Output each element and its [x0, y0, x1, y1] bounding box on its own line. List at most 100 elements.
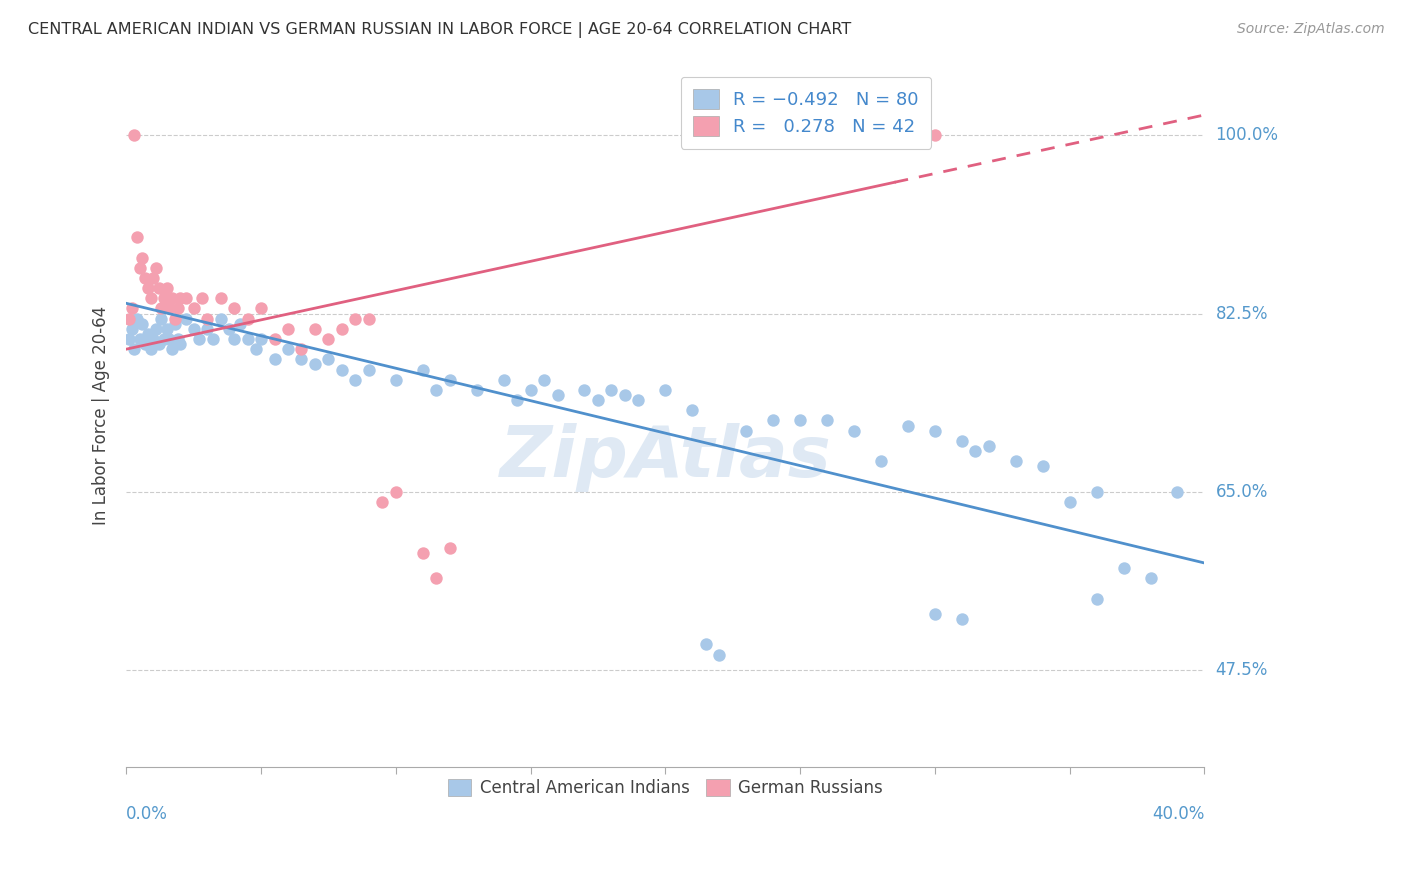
- Text: 65.0%: 65.0%: [1216, 483, 1268, 500]
- Point: [160, 291, 183, 305]
- Text: 0.0%: 0.0%: [127, 805, 169, 823]
- Text: 40.0%: 40.0%: [1152, 805, 1205, 823]
- Point: [533, 373, 555, 387]
- Point: [290, 352, 312, 367]
- Point: [156, 322, 179, 336]
- Point: [371, 495, 394, 509]
- Point: [815, 413, 838, 427]
- Point: [125, 311, 148, 326]
- Point: [128, 260, 150, 275]
- Point: [870, 454, 893, 468]
- Point: [166, 332, 188, 346]
- Point: [574, 383, 596, 397]
- Point: [277, 322, 299, 336]
- Point: [762, 413, 785, 427]
- Point: [159, 332, 181, 346]
- Point: [169, 291, 191, 305]
- Point: [136, 326, 159, 341]
- Point: [131, 317, 153, 331]
- Point: [183, 322, 205, 336]
- Point: [425, 383, 447, 397]
- Point: [134, 337, 156, 351]
- Point: [136, 281, 159, 295]
- Point: [586, 392, 609, 407]
- Y-axis label: In Labor Force | Age 20-64: In Labor Force | Age 20-64: [93, 306, 110, 524]
- Point: [304, 322, 326, 336]
- Point: [1004, 454, 1026, 468]
- Point: [145, 260, 167, 275]
- Point: [318, 352, 340, 367]
- Point: [412, 546, 434, 560]
- Point: [134, 271, 156, 285]
- Point: [344, 373, 367, 387]
- Point: [174, 291, 197, 305]
- Point: [1059, 495, 1081, 509]
- Point: [118, 311, 141, 326]
- Point: [897, 418, 920, 433]
- Point: [290, 342, 312, 356]
- Point: [263, 332, 285, 346]
- Point: [924, 607, 946, 621]
- Point: [492, 373, 515, 387]
- Point: [250, 301, 273, 316]
- Point: [163, 311, 186, 326]
- Point: [188, 332, 211, 346]
- Point: [735, 424, 758, 438]
- Text: 47.5%: 47.5%: [1216, 661, 1268, 679]
- Point: [224, 332, 246, 346]
- Point: [209, 291, 232, 305]
- Point: [1085, 591, 1108, 606]
- Point: [600, 383, 623, 397]
- Point: [519, 383, 541, 397]
- Point: [236, 332, 259, 346]
- Point: [547, 388, 569, 402]
- Point: [224, 301, 246, 316]
- Point: [195, 322, 218, 336]
- Point: [160, 342, 183, 356]
- Point: [245, 342, 267, 356]
- Point: [789, 413, 811, 427]
- Point: [977, 439, 1000, 453]
- Point: [950, 612, 973, 626]
- Point: [121, 301, 143, 316]
- Point: [1139, 571, 1161, 585]
- Point: [236, 311, 259, 326]
- Point: [228, 317, 250, 331]
- Point: [159, 301, 181, 316]
- Point: [153, 291, 176, 305]
- Point: [627, 392, 650, 407]
- Point: [142, 332, 165, 346]
- Point: [131, 251, 153, 265]
- Point: [209, 311, 232, 326]
- Point: [950, 434, 973, 448]
- Point: [163, 317, 186, 331]
- Point: [201, 332, 224, 346]
- Point: [439, 541, 461, 555]
- Point: [277, 342, 299, 356]
- Point: [439, 373, 461, 387]
- Point: [1085, 484, 1108, 499]
- Point: [183, 301, 205, 316]
- Point: [965, 444, 987, 458]
- Point: [695, 637, 717, 651]
- Point: [330, 362, 353, 376]
- Point: [357, 311, 380, 326]
- Point: [709, 648, 731, 662]
- Point: [148, 337, 170, 351]
- Point: [128, 332, 150, 346]
- Point: [124, 342, 146, 356]
- Point: [842, 424, 865, 438]
- Text: 82.5%: 82.5%: [1216, 304, 1268, 323]
- Point: [174, 311, 197, 326]
- Point: [1166, 484, 1188, 499]
- Point: [465, 383, 488, 397]
- Point: [1032, 459, 1054, 474]
- Point: [924, 424, 946, 438]
- Point: [304, 358, 326, 372]
- Point: [148, 281, 170, 295]
- Point: [150, 301, 173, 316]
- Point: [218, 322, 240, 336]
- Point: [125, 230, 148, 244]
- Point: [318, 332, 340, 346]
- Point: [169, 337, 191, 351]
